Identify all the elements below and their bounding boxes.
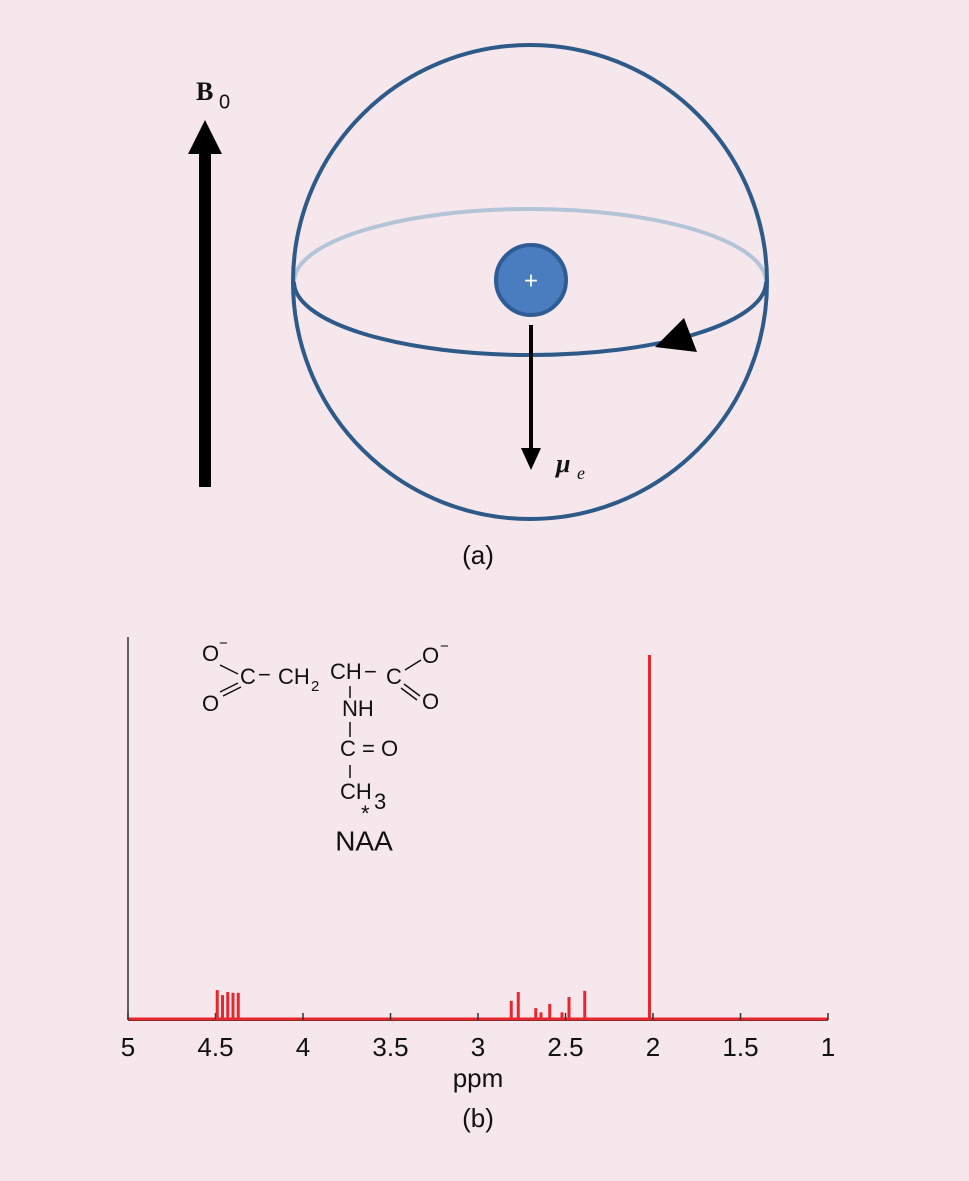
b0-sub: 0 [219, 91, 230, 113]
label-star: * [361, 801, 370, 826]
x-tick-label: 1 [821, 1032, 835, 1062]
subscript: 3 [374, 789, 386, 814]
molecule-name: NAA [335, 825, 393, 856]
atom: C [340, 736, 356, 761]
x-tick-label: 4.5 [197, 1032, 233, 1062]
atom: O [422, 689, 439, 714]
x-tick-label: 2.5 [547, 1032, 583, 1062]
sphere [291, 43, 769, 521]
atom: O [202, 641, 219, 666]
x-tick-label: 2 [646, 1032, 660, 1062]
atom: O [422, 643, 439, 668]
moment-arrowhead [521, 448, 541, 470]
charge: − [440, 638, 449, 655]
x-tick-label: 3 [471, 1032, 485, 1062]
x-tick-label: 1.5 [722, 1032, 758, 1062]
x-tick-label: 4 [296, 1032, 310, 1062]
mu-sub: e [577, 463, 585, 483]
caption-b: (b) [462, 1103, 494, 1133]
atom: O [202, 691, 219, 716]
atom: CH [330, 659, 362, 684]
atom: C [386, 664, 402, 689]
x-tick-label: 3.5 [372, 1032, 408, 1062]
x-tick-label: 5 [121, 1032, 135, 1062]
nucleus [494, 243, 568, 317]
bond-text: − [364, 659, 377, 684]
atom: C [240, 664, 256, 689]
subscript: 2 [311, 678, 319, 695]
b0-label: B [196, 77, 213, 106]
structure: O − C − CH 2 CH − C O − O O NH C = O CH … [202, 635, 449, 856]
charge: − [219, 635, 228, 652]
x-axis-label: ppm [453, 1063, 504, 1093]
bond-text: − [258, 662, 271, 687]
atom: CH [278, 664, 310, 689]
atom: NH [342, 696, 374, 721]
bonds [219, 659, 422, 778]
caption-a: (a) [462, 540, 494, 570]
nucleus-sign: + [524, 267, 538, 294]
mu-label: μ [554, 449, 570, 478]
b0-arrowhead [188, 120, 222, 154]
atom: CH [340, 779, 372, 804]
precession-arrow [655, 318, 697, 352]
equator-back [292, 207, 768, 283]
atom: = O [362, 736, 398, 761]
